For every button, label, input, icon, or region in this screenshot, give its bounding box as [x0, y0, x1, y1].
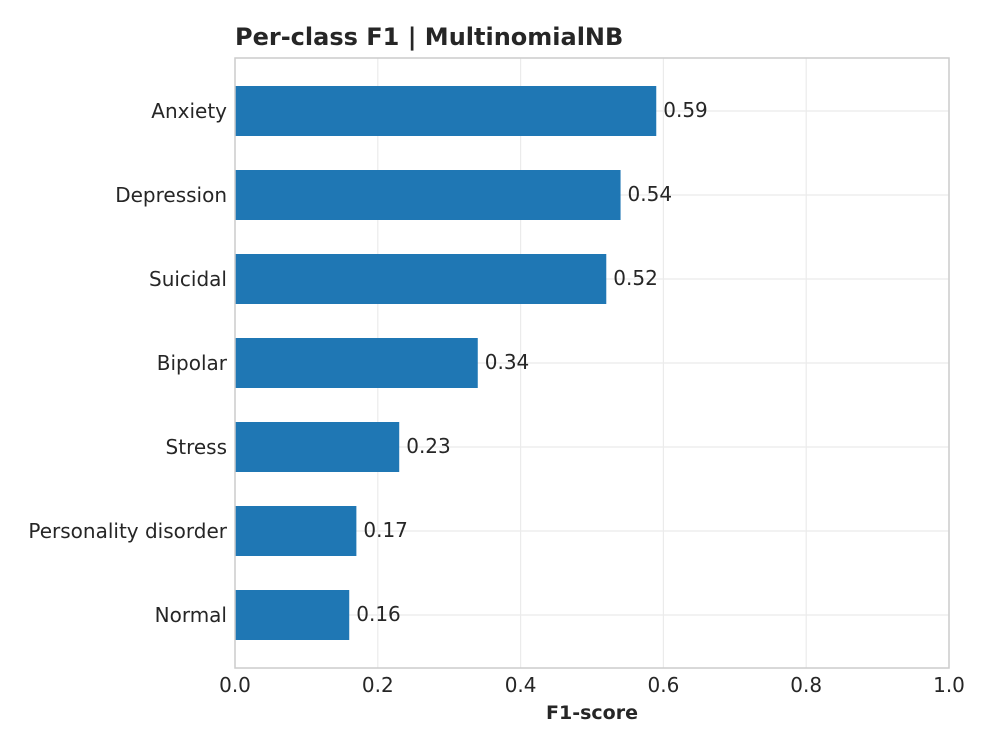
x-tick-label: 0.2: [362, 673, 394, 697]
y-axis-tick-labels: Anxiety Depression Suicidal Bipolar Stress Pe…: [28, 99, 227, 627]
y-tick-label: Suicidal: [149, 267, 227, 291]
plot-frame: [234, 57, 950, 669]
y-tick-label: Personality disorder: [28, 519, 227, 543]
bar-value-label: 0.54: [628, 182, 673, 206]
bar-value-label: 0.59: [663, 98, 708, 122]
x-tick-label: 1.0: [933, 673, 965, 697]
bar: [235, 422, 400, 472]
y-tick-label: Bipolar: [157, 351, 228, 375]
x-tick-label: 0.4: [505, 673, 537, 697]
bar: [235, 506, 357, 556]
bar-value-label: 0.23: [406, 434, 451, 458]
bar-value-label: 0.34: [485, 350, 530, 374]
bar-value-label: 0.52: [613, 266, 658, 290]
y-tick-label: Anxiety: [151, 99, 227, 123]
chart-title: Per-class F1 | MultinomialNB: [235, 23, 623, 51]
bar-value-label: 0.16: [356, 602, 401, 626]
x-axis-label: F1-score: [546, 702, 638, 724]
x-tick-label: 0.8: [790, 673, 822, 697]
x-tick-label: 0.0: [219, 673, 251, 697]
y-tick-label: Depression: [115, 183, 227, 207]
bar: [235, 254, 607, 304]
bar: [235, 590, 350, 640]
x-axis-tick-labels: 0.0 0.2 0.4 0.6 0.8 1.0: [219, 673, 965, 697]
bar-value-label: 0.17: [363, 518, 408, 542]
bar: [235, 170, 621, 220]
bars: [235, 86, 657, 640]
x-tick-label: 0.6: [647, 673, 679, 697]
bar: [235, 86, 657, 136]
bar: [235, 338, 478, 388]
y-tick-label: Normal: [155, 603, 227, 627]
data-labels: 0.59 0.54 0.52 0.34 0.23 0.17 0.16: [356, 98, 708, 626]
y-tick-label: Stress: [166, 435, 227, 459]
